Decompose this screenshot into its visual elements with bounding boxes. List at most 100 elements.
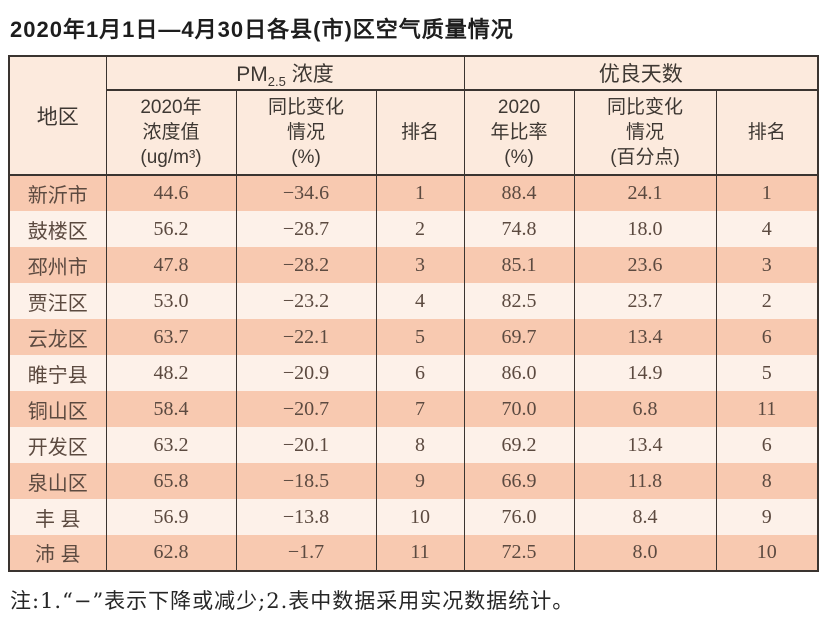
pm-rank-cell: 2 [375, 211, 465, 247]
pm-change-cell: −20.7 [235, 391, 377, 427]
days-rate-cell: 76.0 [463, 499, 575, 535]
days-rank-cell: 3 [715, 247, 819, 283]
pm25-label-prefix: PM [236, 63, 268, 86]
pm-rank-cell: 4 [375, 283, 465, 319]
pm-change-cell: −28.7 [235, 211, 377, 247]
pm-rank-cell: 10 [375, 499, 465, 535]
table-row: 沛 县 62.8 −1.7 11 72.5 8.0 10 [8, 535, 819, 571]
table-row: 丰 县 56.9 −13.8 10 76.0 8.4 9 [8, 499, 819, 535]
pm-value-cell: 47.8 [105, 247, 237, 283]
pm-rank-cell: 8 [375, 427, 465, 463]
days-rank-cell: 8 [715, 463, 819, 499]
pm-value-cell: 44.6 [105, 175, 237, 211]
table-row: 铜山区 58.4 −20.7 7 70.0 6.8 11 [8, 391, 819, 427]
region-cell: 云龙区 [8, 319, 107, 355]
pm-change-cell: −13.8 [235, 499, 377, 535]
days-change-cell: 13.4 [573, 319, 717, 355]
pm-value-cell: 53.0 [105, 283, 237, 319]
days-change-cell: 11.8 [573, 463, 717, 499]
region-cell: 泉山区 [8, 463, 107, 499]
days-change-cell: 6.8 [573, 391, 717, 427]
pm-change-cell: −34.6 [235, 175, 377, 211]
pm-rank-header: 排名 [375, 90, 465, 176]
days-rate-cell: 82.5 [463, 283, 575, 319]
days-change-cell: 13.4 [573, 427, 717, 463]
pm-rank-cell: 6 [375, 355, 465, 391]
days-rank-cell: 10 [715, 535, 819, 571]
pm25-label-suffix: 浓度 [285, 63, 334, 86]
region-cell: 铜山区 [8, 391, 107, 427]
table-header: 地区 PM2.5 浓度 优良天数 2020年 浓度值 (ug/m³) 同比变化 … [8, 56, 819, 176]
days-rate-cell: 74.8 [463, 211, 575, 247]
region-cell: 邳州市 [8, 247, 107, 283]
pm-rank-cell: 7 [375, 391, 465, 427]
pm-value-cell: 63.2 [105, 427, 237, 463]
pm-rank-cell: 5 [375, 319, 465, 355]
pm25-group-header: PM2.5 浓度 [105, 56, 465, 91]
days-rate-cell: 88.4 [463, 175, 575, 211]
days-rate-cell: 66.9 [463, 463, 575, 499]
pm-rank-cell: 1 [375, 175, 465, 211]
pm-change-cell: −20.9 [235, 355, 377, 391]
days-change-cell: 23.6 [573, 247, 717, 283]
pm-rank-cell: 3 [375, 247, 465, 283]
pm-change-cell: −23.2 [235, 283, 377, 319]
pm-change-cell: −18.5 [235, 463, 377, 499]
days-change-cell: 18.0 [573, 211, 717, 247]
days-rate-cell: 69.2 [463, 427, 575, 463]
table-body: 新沂市 44.6 −34.6 1 88.4 24.1 1 鼓楼区 56.2 −28.7 2 74.8 1… [8, 175, 819, 571]
pm-rank-cell: 11 [375, 535, 465, 571]
pm-value-cell: 58.4 [105, 391, 237, 427]
pm-change-cell: −22.1 [235, 319, 377, 355]
region-cell: 鼓楼区 [8, 211, 107, 247]
days-change-header: 同比变化 情况 (百分点) [573, 90, 717, 176]
days-change-cell: 8.4 [573, 499, 717, 535]
days-rank-cell: 1 [715, 175, 819, 211]
region-column-header: 地区 [8, 56, 107, 176]
pm-value-cell: 63.7 [105, 319, 237, 355]
pm-change-header: 同比变化 情况 (%) [235, 90, 377, 176]
air-quality-table: 地区 PM2.5 浓度 优良天数 2020年 浓度值 (ug/m³) 同比变化 … [8, 55, 820, 572]
days-rank-cell: 6 [715, 319, 819, 355]
region-cell: 开发区 [8, 427, 107, 463]
days-rate-cell: 72.5 [463, 535, 575, 571]
region-cell: 丰 县 [8, 499, 107, 535]
region-cell: 睢宁县 [8, 355, 107, 391]
table-row: 邳州市 47.8 −28.2 3 85.1 23.6 3 [8, 247, 819, 283]
region-cell: 贾汪区 [8, 283, 107, 319]
days-change-cell: 23.7 [573, 283, 717, 319]
days-change-cell: 8.0 [573, 535, 717, 571]
days-rank-cell: 11 [715, 391, 819, 427]
table-row: 泉山区 65.8 −18.5 9 66.9 11.8 8 [8, 463, 819, 499]
region-cell: 新沂市 [8, 175, 107, 211]
page-title: 2020年1月1日—4月30日各县(市)区空气质量情况 [10, 17, 514, 42]
pm-value-cell: 62.8 [105, 535, 237, 571]
days-rank-cell: 4 [715, 211, 819, 247]
days-rank-cell: 9 [715, 499, 819, 535]
days-change-cell: 14.9 [573, 355, 717, 391]
table-row: 贾汪区 53.0 −23.2 4 82.5 23.7 2 [8, 283, 819, 319]
days-rate-cell: 86.0 [463, 355, 575, 391]
sub-header-row: 2020年 浓度值 (ug/m³) 同比变化 情况 (%) 排名 2020 年比… [9, 90, 819, 176]
table-row: 鼓楼区 56.2 −28.7 2 74.8 18.0 4 [8, 211, 819, 247]
pm-value-cell: 65.8 [105, 463, 237, 499]
days-rank-cell: 6 [715, 427, 819, 463]
pm-change-cell: −20.1 [235, 427, 377, 463]
footnote: 注:1.“−”表示下降或减少;2.表中数据采用实况数据统计。 [10, 589, 575, 613]
group-header-row: 地区 PM2.5 浓度 优良天数 [8, 56, 819, 176]
days-rate-cell: 69.7 [463, 319, 575, 355]
table-row: 云龙区 63.7 −22.1 5 69.7 13.4 6 [8, 319, 819, 355]
days-rate-cell: 85.1 [463, 247, 575, 283]
table-row: 新沂市 44.6 −34.6 1 88.4 24.1 1 [8, 175, 819, 211]
good-days-group-header: 优良天数 [463, 56, 819, 91]
pm25-label-subscript: 2.5 [267, 74, 286, 90]
region-cell: 沛 县 [8, 535, 107, 571]
days-rate-header: 2020 年比率 (%) [463, 90, 575, 176]
pm-value-cell: 56.2 [105, 211, 237, 247]
pm-value-cell: 48.2 [105, 355, 237, 391]
pm-change-cell: −1.7 [235, 535, 377, 571]
days-change-cell: 24.1 [573, 175, 717, 211]
days-rank-header: 排名 [715, 90, 819, 176]
days-rate-cell: 70.0 [463, 391, 575, 427]
